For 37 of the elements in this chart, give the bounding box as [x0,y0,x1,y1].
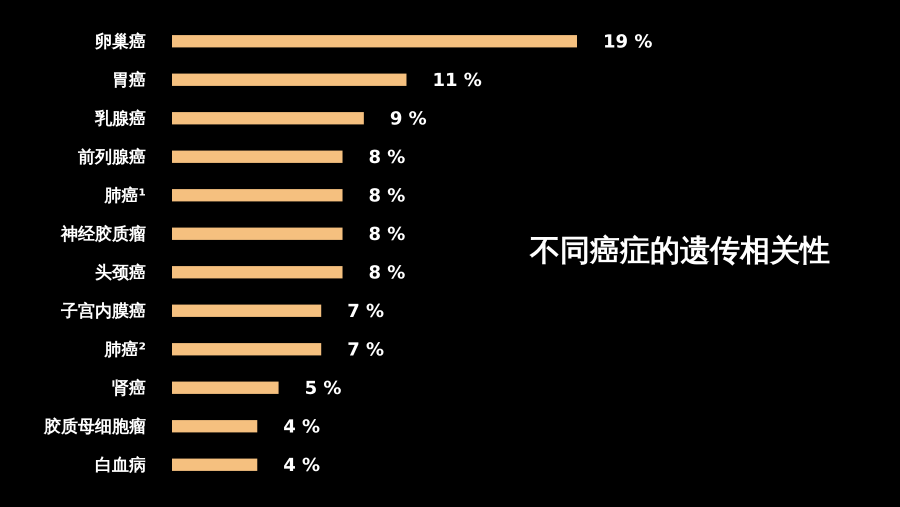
y-tick-label: 乳腺癌 [94,109,146,130]
bar [172,382,279,394]
data-label: 4 % [283,416,320,438]
y-tick-label: 肾癌 [112,378,146,399]
y-tick-label: 肺癌² [104,340,146,360]
bar [172,420,258,432]
data-label: 7 % [347,301,384,322]
y-tick-label: 胃癌 [112,70,146,91]
text: 不同癌症的遗传相关性 [529,234,830,268]
data-label: 19 % [603,32,652,53]
y-tick-label: 前列腺癌 [77,148,146,168]
bar [172,112,364,124]
y-tick-label: 胶质母细胞瘤 [43,417,146,438]
y-tick-label: 子宫内膜癌 [60,302,146,322]
data-label: 7 % [347,340,384,361]
bar [172,189,343,202]
y-tick-label: 神经胶质瘤 [60,224,146,245]
y-tick-label: 头颈癌 [95,263,146,284]
data-label: 8 % [368,186,406,207]
data-label: 8 % [368,224,406,246]
y-tick-label: 卵巢癌 [94,32,146,52]
bar [172,266,343,278]
data-label: 11 % [432,70,482,92]
data-label: 8 % [368,147,406,168]
data-label: 9 % [390,108,427,130]
bar [172,74,406,86]
data-label: 4 % [283,455,320,476]
bar [172,458,258,471]
data-label: 5 % [304,378,342,400]
bar [172,35,577,48]
bar [172,304,322,317]
bar [172,343,322,356]
bar [172,228,343,240]
bar [172,150,343,163]
y-tick-label: 肺癌¹ [104,186,146,206]
y-tick-label: 白血病 [95,456,146,476]
data-label: 8 % [368,262,406,284]
